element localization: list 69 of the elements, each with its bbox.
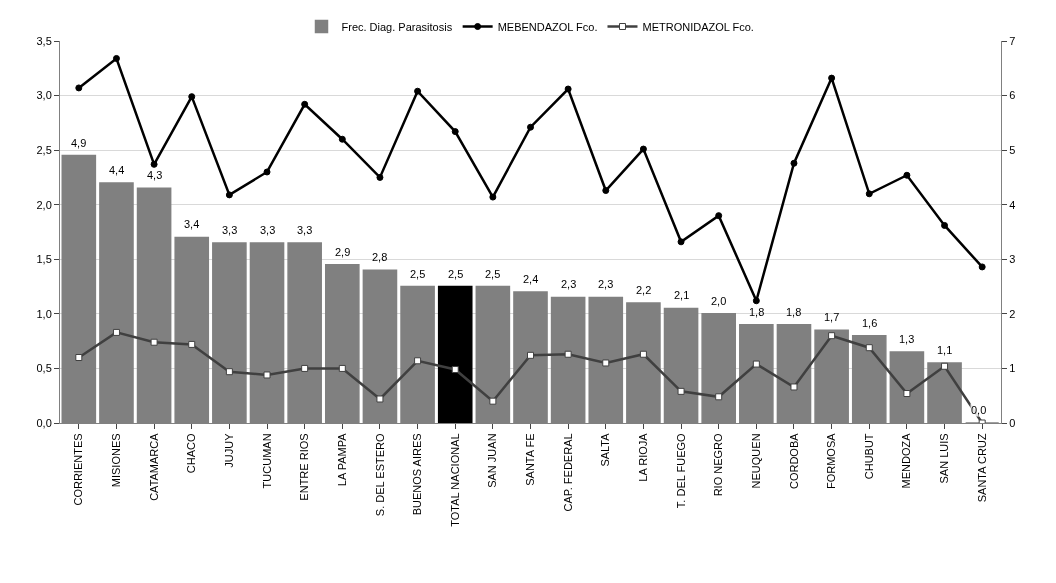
x-tick-label: SAN JUAN [486, 433, 499, 488]
data-label: 2,5 [410, 268, 426, 280]
data-label: 2,4 [523, 273, 539, 285]
y-tick-label: 3,0 [36, 89, 52, 102]
y-tick-label: 1,0 [36, 307, 52, 320]
data-label: 1,7 [824, 311, 840, 323]
y-tick-label: 3,5 [36, 34, 52, 47]
data-label: 1,3 [899, 333, 915, 345]
y-tick-label: 1,5 [36, 253, 52, 266]
x-tick-label: TOTAL NACIONAL [448, 433, 461, 527]
y2-tick-label: 6 [1009, 89, 1016, 102]
x-tick-label: BUENOS AIRES [411, 433, 424, 516]
x-tick-label: JUJUY [222, 432, 235, 468]
x-tick-label: NEUQUEN [749, 433, 762, 489]
data-label: 2,8 [372, 251, 388, 263]
x-tick-label: SALTA [599, 432, 612, 467]
x-tick-label: CORDOBA [787, 432, 800, 490]
data-label: 4,4 [109, 164, 125, 176]
data-label: 2,5 [448, 268, 464, 280]
x-tick-label: LA RIOJA [636, 432, 649, 482]
data-label: 2,1 [674, 289, 690, 301]
x-tick-label: MENDOZA [900, 432, 913, 489]
data-label: 2,2 [636, 284, 652, 296]
y2-tick-label: 4 [1009, 198, 1016, 211]
x-tick-label: S. DEL ESTERO [373, 432, 386, 517]
y2-tick-label: 1 [1009, 362, 1016, 375]
y2-tick-label: 0 [1009, 416, 1016, 429]
y2-tick-label: 2 [1009, 307, 1016, 320]
x-tick-label: MISIONES [110, 433, 123, 488]
x-tick-label: TUCUMAN [260, 433, 273, 489]
x-tick-label: CHUBUT [862, 433, 875, 480]
data-label: 3,4 [184, 218, 200, 230]
data-label: 4,3 [147, 169, 163, 181]
legend-label: Frec. Diag. Parasitosis [341, 20, 453, 33]
x-tick-label: SANTA FE [524, 433, 537, 486]
x-tick-label: T. DEL FUEGO [674, 432, 687, 509]
y-tick-label: 2,0 [36, 198, 52, 211]
x-tick-label: ENTRE RIOS [298, 433, 311, 501]
y2-tick-label: 3 [1009, 253, 1016, 266]
y2-tick-label: 7 [1009, 34, 1016, 47]
x-tick-label: FORMOSA [825, 432, 838, 490]
data-label: 2,0 [711, 295, 727, 307]
x-tick-label: CATAMARCA [147, 432, 160, 501]
data-label: 2,3 [561, 278, 577, 290]
x-tick-label: LA PAMPA [335, 432, 348, 487]
y-tick-label: 2,5 [36, 143, 52, 156]
data-label: 3,3 [297, 224, 313, 236]
data-label: 1,1 [937, 344, 953, 356]
y-tick-label: 0,5 [36, 362, 52, 375]
data-label: 2,5 [485, 268, 501, 280]
data-label: 2,3 [598, 278, 614, 290]
x-tick-label: SAN LUIS [938, 433, 951, 484]
x-tick-label: RIO NEGRO [712, 432, 725, 497]
y2-tick-label: 5 [1009, 143, 1016, 156]
data-label: 0,0 [971, 404, 987, 416]
x-tick-label: CHACO [185, 432, 198, 474]
legend-label: MEBENDAZOL Fco. [497, 20, 598, 33]
data-label: 3,3 [260, 224, 276, 236]
x-tick-label: CAP. FEDERAL [561, 433, 574, 512]
data-label: 1,8 [786, 306, 802, 318]
legend-label: METRONIDAZOL Fco. [642, 20, 754, 33]
data-label: 3,3 [222, 224, 238, 236]
x-tick-label: SANTA CRUZ [975, 433, 988, 503]
data-label: 1,8 [749, 306, 765, 318]
y-tick-label: 0,0 [36, 416, 52, 429]
data-label: 2,9 [335, 246, 351, 258]
data-label: 1,6 [862, 317, 878, 329]
data-label: 4,9 [71, 137, 87, 149]
x-tick-label: CORRIENTES [72, 433, 85, 506]
